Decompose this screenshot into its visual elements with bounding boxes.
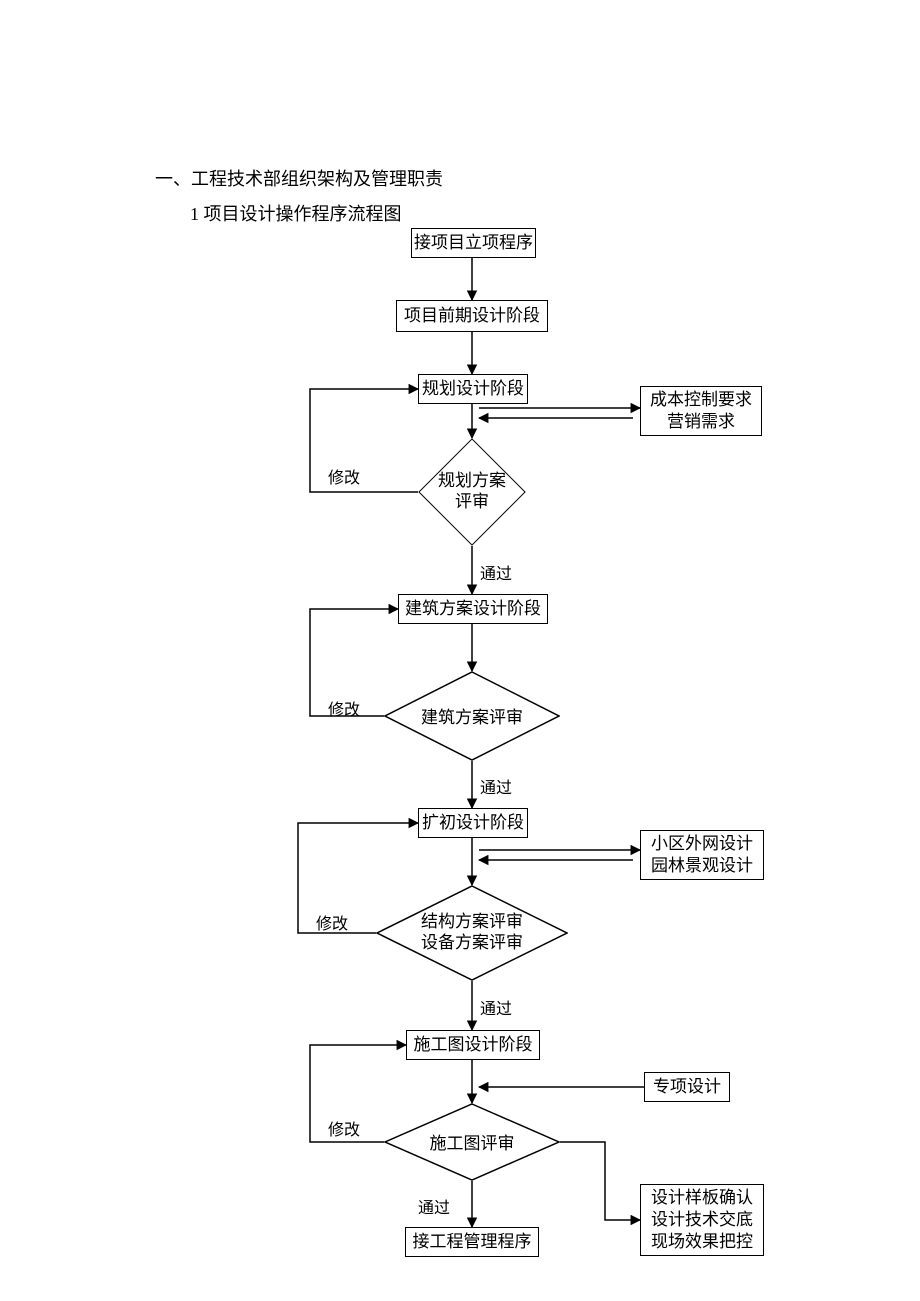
node-expanded-design: 扩初设计阶段 (418, 808, 528, 838)
page-title: 一、工程技术部组织架构及管理职责 (155, 165, 443, 191)
node-preliminary-design: 项目前期设计阶段 (396, 300, 548, 332)
node-side-cost-marketing: 成本控制要求 营销需求 (640, 386, 762, 436)
label-modify-4: 修改 (328, 1116, 360, 1140)
node-label: 规划方案 评审 (438, 471, 506, 511)
label-pass-4: 通过 (418, 1194, 450, 1218)
node-label: 专项设计 (653, 1076, 721, 1098)
node-side-confirm: 设计样板确认 设计技术交底 现场效果把控 (640, 1184, 764, 1256)
page-root: 一、工程技术部组织架构及管理职责 1 项目设计操作程序流程图 (0, 0, 920, 1301)
node-side-landscape: 小区外网设计 园林景观设计 (640, 830, 764, 880)
node-label: 项目前期设计阶段 (404, 305, 540, 327)
node-end: 接工程管理程序 (405, 1227, 539, 1257)
node-architecture-design: 建筑方案设计阶段 (398, 594, 548, 624)
label-pass-3: 通过 (480, 995, 512, 1019)
node-label: 接工程管理程序 (413, 1231, 532, 1253)
decision-drawing-review: 施工图评审 (384, 1103, 560, 1181)
decision-architecture-review: 建筑方案评审 (384, 671, 560, 761)
node-start: 接项目立项程序 (411, 228, 536, 258)
node-side-special-design: 专项设计 (644, 1072, 730, 1102)
node-label: 施工图评审 (430, 1134, 515, 1153)
node-label: 规划设计阶段 (422, 378, 524, 400)
label-modify-3: 修改 (316, 910, 348, 934)
node-label: 小区外网设计 园林景观设计 (651, 833, 753, 877)
node-label: 施工图设计阶段 (414, 1034, 533, 1056)
node-planning-design: 规划设计阶段 (418, 374, 528, 404)
node-label: 结构方案评审 设备方案评审 (421, 912, 523, 952)
decision-planning-review: 规划方案 评审 (418, 438, 526, 546)
label-pass-1: 通过 (480, 560, 512, 584)
label-modify-2: 修改 (328, 696, 360, 720)
decision-structure-review: 结构方案评审 设备方案评审 (376, 885, 568, 981)
node-label: 扩初设计阶段 (422, 812, 524, 834)
node-label: 设计样板确认 设计技术交底 现场效果把控 (651, 1187, 753, 1253)
node-label: 成本控制要求 营销需求 (650, 389, 752, 433)
label-modify-1: 修改 (328, 464, 360, 488)
node-construction-drawing: 施工图设计阶段 (406, 1030, 540, 1060)
page-subtitle: 1 项目设计操作程序流程图 (190, 200, 402, 226)
node-label: 接项目立项程序 (414, 232, 533, 254)
node-label: 建筑方案设计阶段 (405, 598, 541, 620)
node-label: 建筑方案评审 (421, 708, 523, 727)
label-pass-2: 通过 (480, 774, 512, 798)
